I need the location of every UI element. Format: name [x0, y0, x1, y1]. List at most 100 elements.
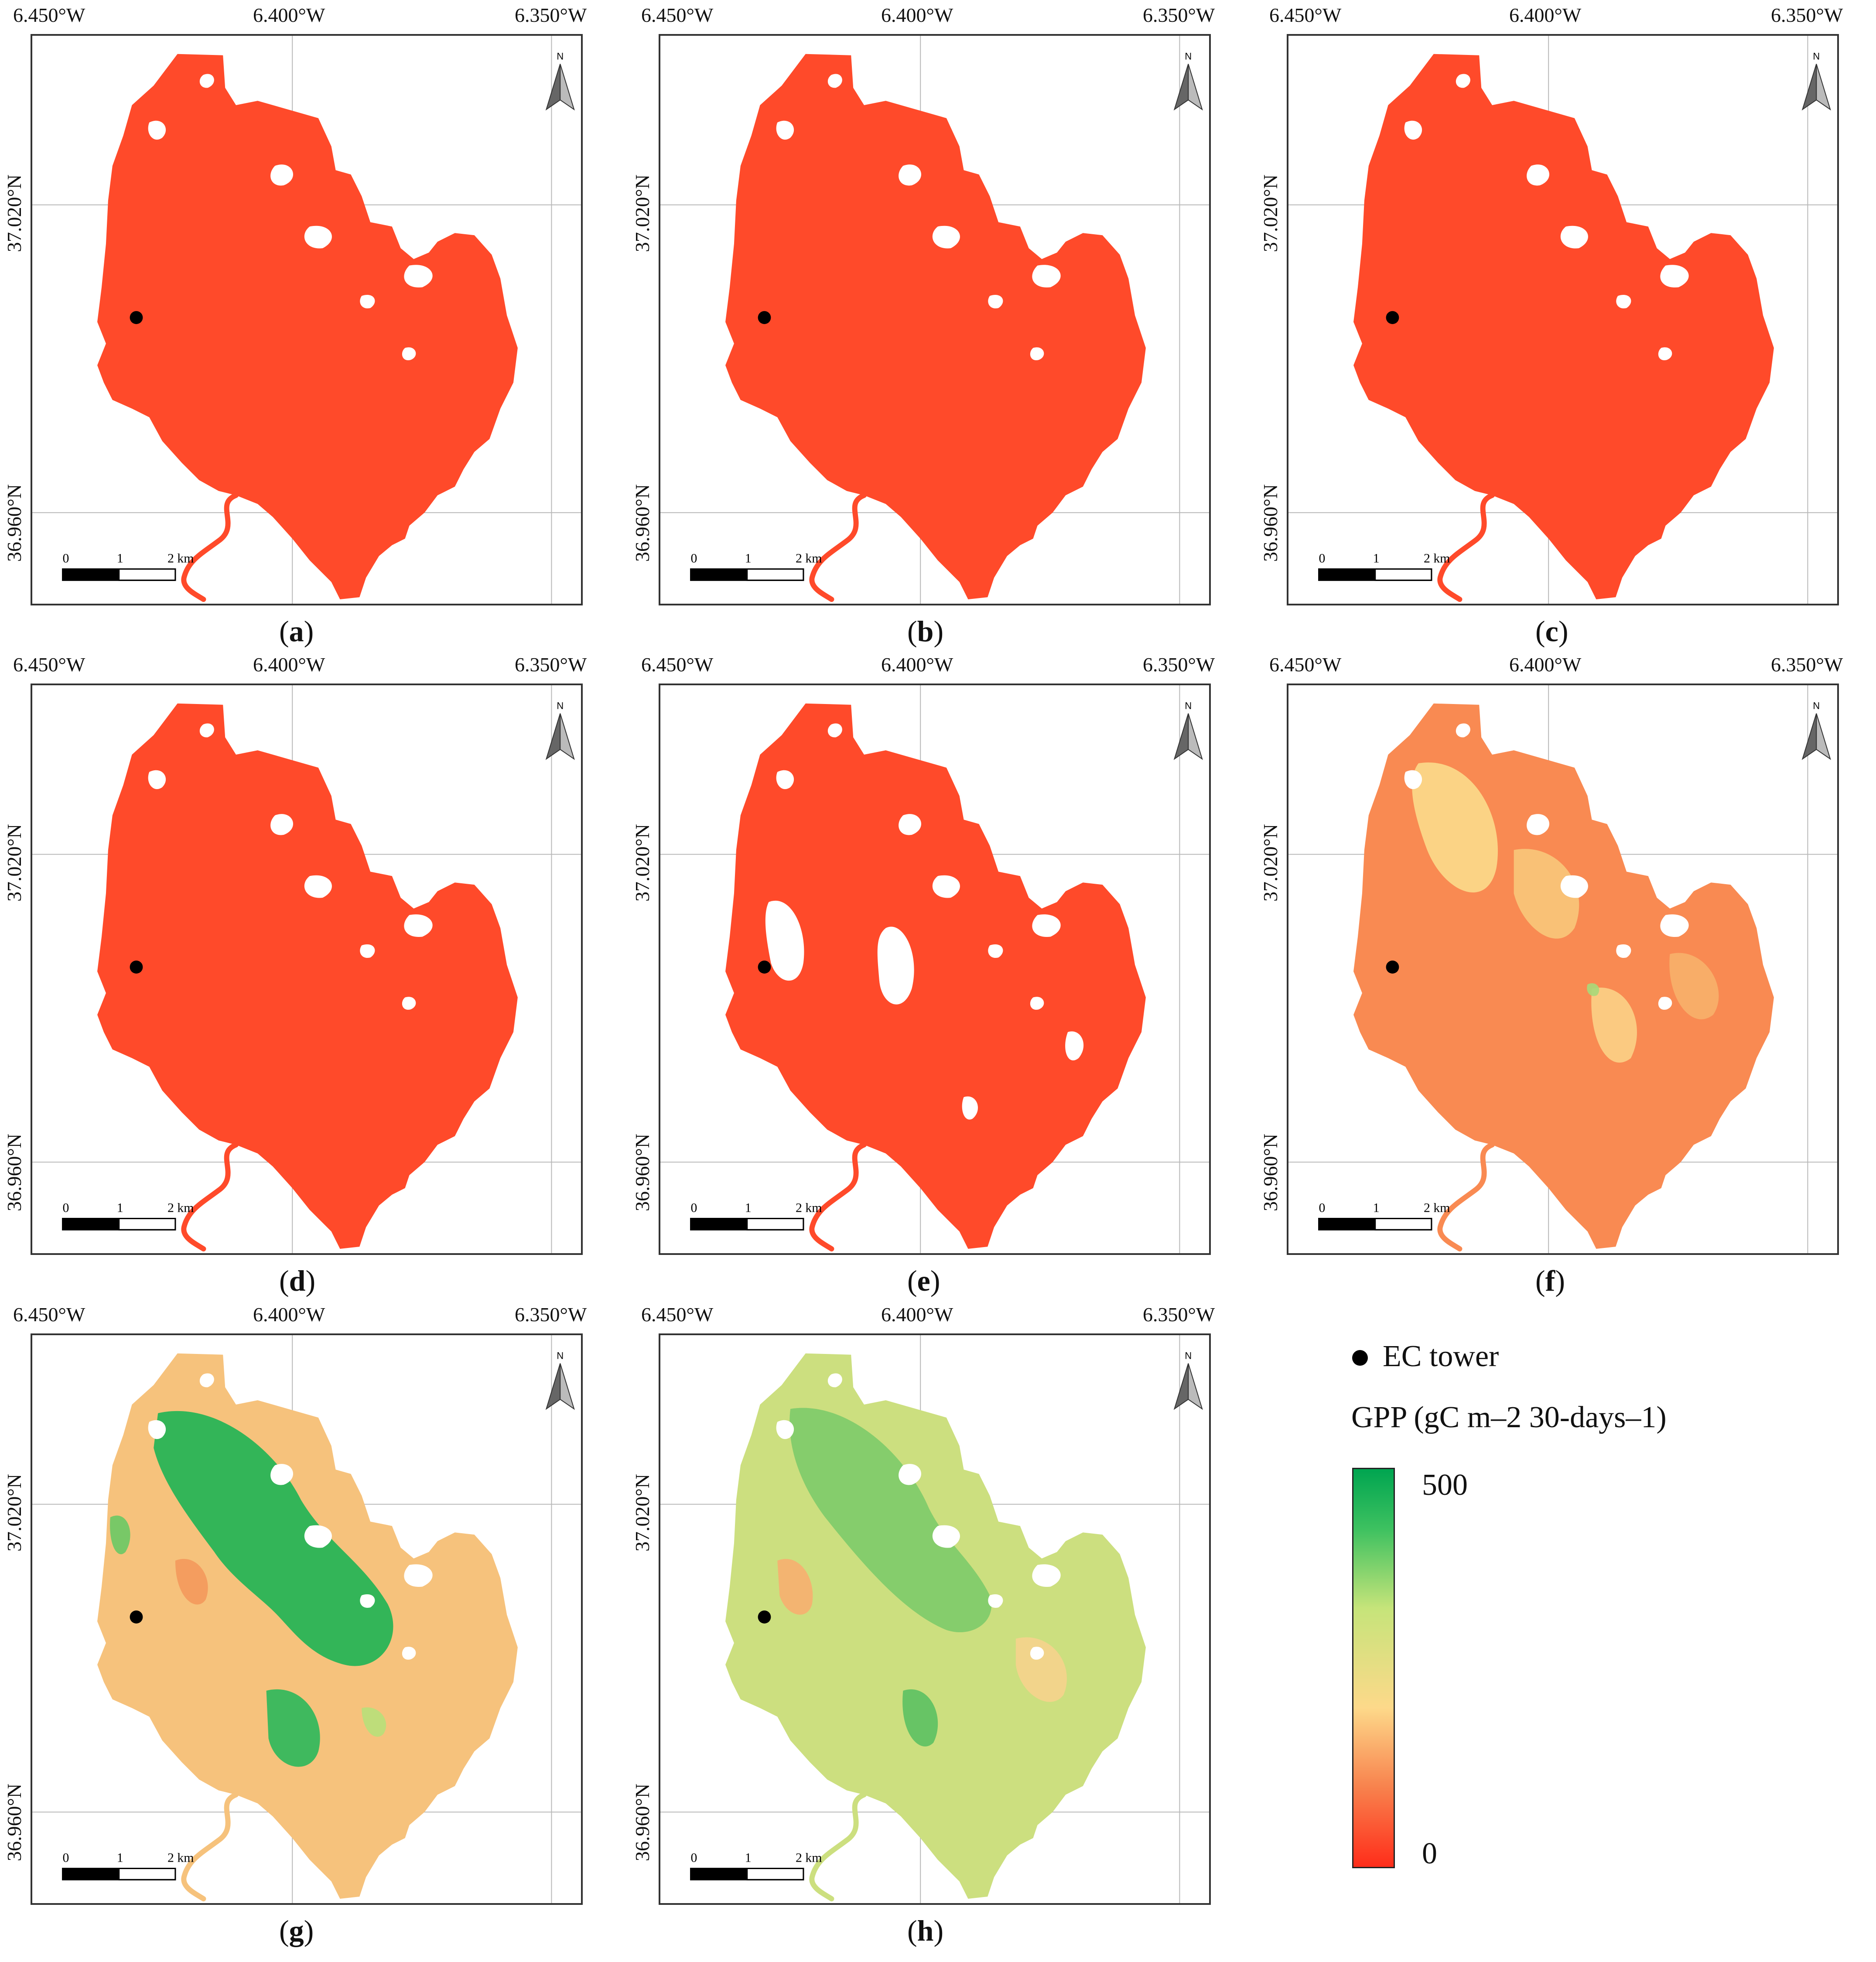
latitude-tick-label: 36.960°N [3, 1783, 25, 1861]
longitude-tick-label: 6.450°W [1269, 653, 1342, 676]
water-gap [304, 226, 332, 249]
water-gap [1527, 164, 1550, 186]
north-label: N [1813, 51, 1820, 62]
scale-bar-label: 1 [117, 551, 123, 566]
water-gap [776, 770, 794, 790]
water-gap [1456, 723, 1470, 738]
water-gap [899, 1464, 922, 1485]
scale-bar: 0 1 2 km [690, 551, 822, 581]
water-gap [1404, 120, 1422, 140]
gpp-patch [110, 1515, 130, 1555]
scale-bar: 0 1 2 km [1318, 1201, 1450, 1231]
ec-tower-marker-icon [1352, 1350, 1368, 1366]
marsh-area [97, 54, 518, 600]
longitude-tick-label: 6.350°W [1771, 4, 1843, 26]
panel-letter: e [917, 1264, 930, 1297]
latitude-tick-label: 36.960°N [631, 1783, 653, 1861]
marsh-map: N 0 1 2 km [660, 1335, 1209, 1903]
water-gap [404, 265, 433, 288]
gpp-patch [154, 1411, 393, 1666]
water-gap [360, 944, 375, 958]
latitude-tick-label: 36.960°N [631, 1133, 653, 1211]
latitude-tick-label: 37.020°N [631, 174, 653, 252]
river-channel [1437, 492, 1495, 602]
map-frame: N 0 1 2 km [31, 34, 583, 605]
scale-bar-label: 1 [117, 1851, 123, 1865]
map-panel-f: 6.450°W 6.400°W 6.350°W 37.020°N 36.960°N N 0 1… [1256, 653, 1843, 1297]
longitude-tick-label: 6.450°W [13, 4, 85, 26]
gpp-patch [1514, 849, 1579, 939]
ec-tower-marker [130, 960, 143, 974]
water-gap [1658, 347, 1672, 360]
gpp-patch [362, 1707, 386, 1737]
scale-bar-label: 1 [745, 1851, 752, 1865]
scale-bar: 0 1 2 km [1318, 551, 1450, 581]
water-gap [1456, 74, 1470, 88]
water-gap [402, 347, 416, 360]
water-gap [1560, 226, 1588, 249]
water-gap [1616, 944, 1631, 958]
latitude-tick-label: 37.020°N [3, 1473, 25, 1552]
water-gap [1032, 1564, 1061, 1587]
water-gap [932, 1525, 960, 1548]
panel-caption: (c) [1535, 615, 1568, 648]
latitude-tick-label: 37.020°N [1259, 174, 1281, 252]
scale-bar-label: 2 km [167, 1851, 194, 1865]
scale-bar-label: 2 km [1424, 1201, 1450, 1215]
longitude-tick-label: 6.350°W [1771, 653, 1843, 676]
water-gap [988, 944, 1003, 958]
north-arrow-icon: N [1801, 51, 1831, 111]
longitude-tick-label: 6.450°W [1269, 4, 1342, 26]
water-gap [1527, 814, 1550, 835]
scale-bar-label: 0 [1319, 551, 1326, 566]
north-label: N [1185, 701, 1192, 711]
river-channel [1437, 1142, 1495, 1252]
north-arrow-icon: N [1173, 51, 1203, 111]
water-gap [148, 120, 166, 140]
river-channel [181, 492, 239, 602]
gpp-colorbar [1352, 1468, 1395, 1868]
gpp-patch [1587, 983, 1599, 996]
no-data-gap [1065, 1031, 1084, 1061]
water-gap [404, 1564, 433, 1587]
water-gap [148, 1420, 166, 1439]
map-frame: N 0 1 2 km [31, 684, 583, 1255]
map-panel-h: 6.450°W 6.400°W 6.350°W 37.020°N 36.960°N N 0 1… [628, 1303, 1215, 1947]
scale-bar-label: 1 [745, 1201, 752, 1215]
panel-letter: g [289, 1914, 304, 1947]
marsh-area [725, 54, 1146, 600]
water-gap [776, 120, 794, 140]
marsh-map: N 0 1 2 km [1288, 36, 1837, 604]
map-panel-e: 6.450°W 6.400°W 6.350°W 37.020°N 36.960°N N 0 1… [628, 653, 1215, 1297]
longitude-tick-label: 6.350°W [515, 4, 587, 26]
longitude-tick-label: 6.400°W [881, 1303, 953, 1326]
panel-letter: c [1545, 615, 1558, 648]
water-gap [404, 914, 433, 937]
river-channel [809, 492, 867, 602]
latitude-tick-label: 37.020°N [3, 174, 25, 252]
gpp-legend-title: GPP (gC m–2 30-days–1) [1351, 1401, 1667, 1434]
marsh-map: N 0 1 2 km [32, 36, 581, 604]
longitude-tick-label: 6.450°W [13, 1303, 85, 1326]
water-gap [1660, 265, 1689, 288]
water-gap [1660, 914, 1689, 937]
gpp-patch [777, 1559, 813, 1615]
marsh-map: N 0 1 2 km [1288, 685, 1837, 1253]
panel-letter: a [289, 615, 304, 648]
river-channel [809, 1792, 867, 1902]
latitude-tick-label: 37.020°N [3, 824, 25, 902]
scale-bar: 0 1 2 km [62, 1201, 194, 1231]
map-panel-d: 6.450°W 6.400°W 6.350°W 37.020°N 36.960°N N 0 1… [0, 653, 587, 1297]
water-gap [148, 770, 166, 790]
scale-bar-label: 0 [691, 551, 697, 566]
river-channel [181, 1792, 239, 1902]
water-gap [988, 295, 1003, 309]
north-label: N [1813, 701, 1820, 711]
water-gap [899, 814, 922, 835]
marsh-area [1353, 54, 1774, 600]
panel-caption: (a) [279, 615, 314, 648]
longitude-tick-label: 6.350°W [1143, 653, 1215, 676]
water-gap [899, 164, 922, 186]
water-gap [827, 1373, 842, 1388]
marsh-map: N 0 1 2 km [660, 36, 1209, 604]
